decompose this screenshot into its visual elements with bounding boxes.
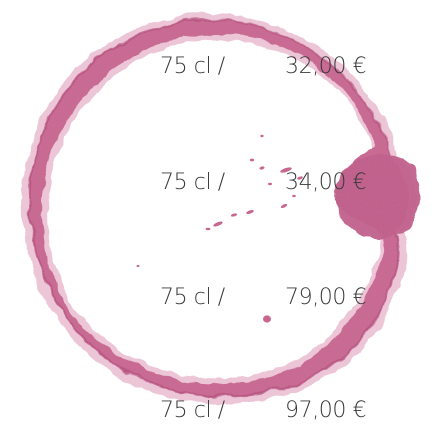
price-value: 79,00 €	[285, 285, 367, 310]
volume-label: 75 cl /	[160, 285, 225, 310]
price-value: 32,00 €	[285, 54, 367, 79]
stain-ring	[21, 13, 420, 404]
price-value: 97,00 €	[285, 398, 367, 423]
volume-label: 75 cl /	[160, 170, 225, 195]
price-row: 75 cl / 97,00 €	[0, 396, 435, 426]
price-row: 75 cl / 79,00 €	[0, 283, 435, 313]
volume-label: 75 cl /	[160, 398, 225, 423]
price-list: 75 cl / 32,00 € 75 cl / 34,00 € 75 cl / …	[0, 52, 435, 423]
stain-droplets	[136, 134, 303, 323]
price-value: 34,00 €	[285, 170, 367, 195]
price-row: 75 cl / 34,00 €	[0, 168, 435, 198]
price-row: 75 cl / 32,00 €	[0, 52, 435, 82]
volume-label: 75 cl /	[160, 54, 225, 79]
wine-stain-ring-illustration	[21, 13, 420, 404]
